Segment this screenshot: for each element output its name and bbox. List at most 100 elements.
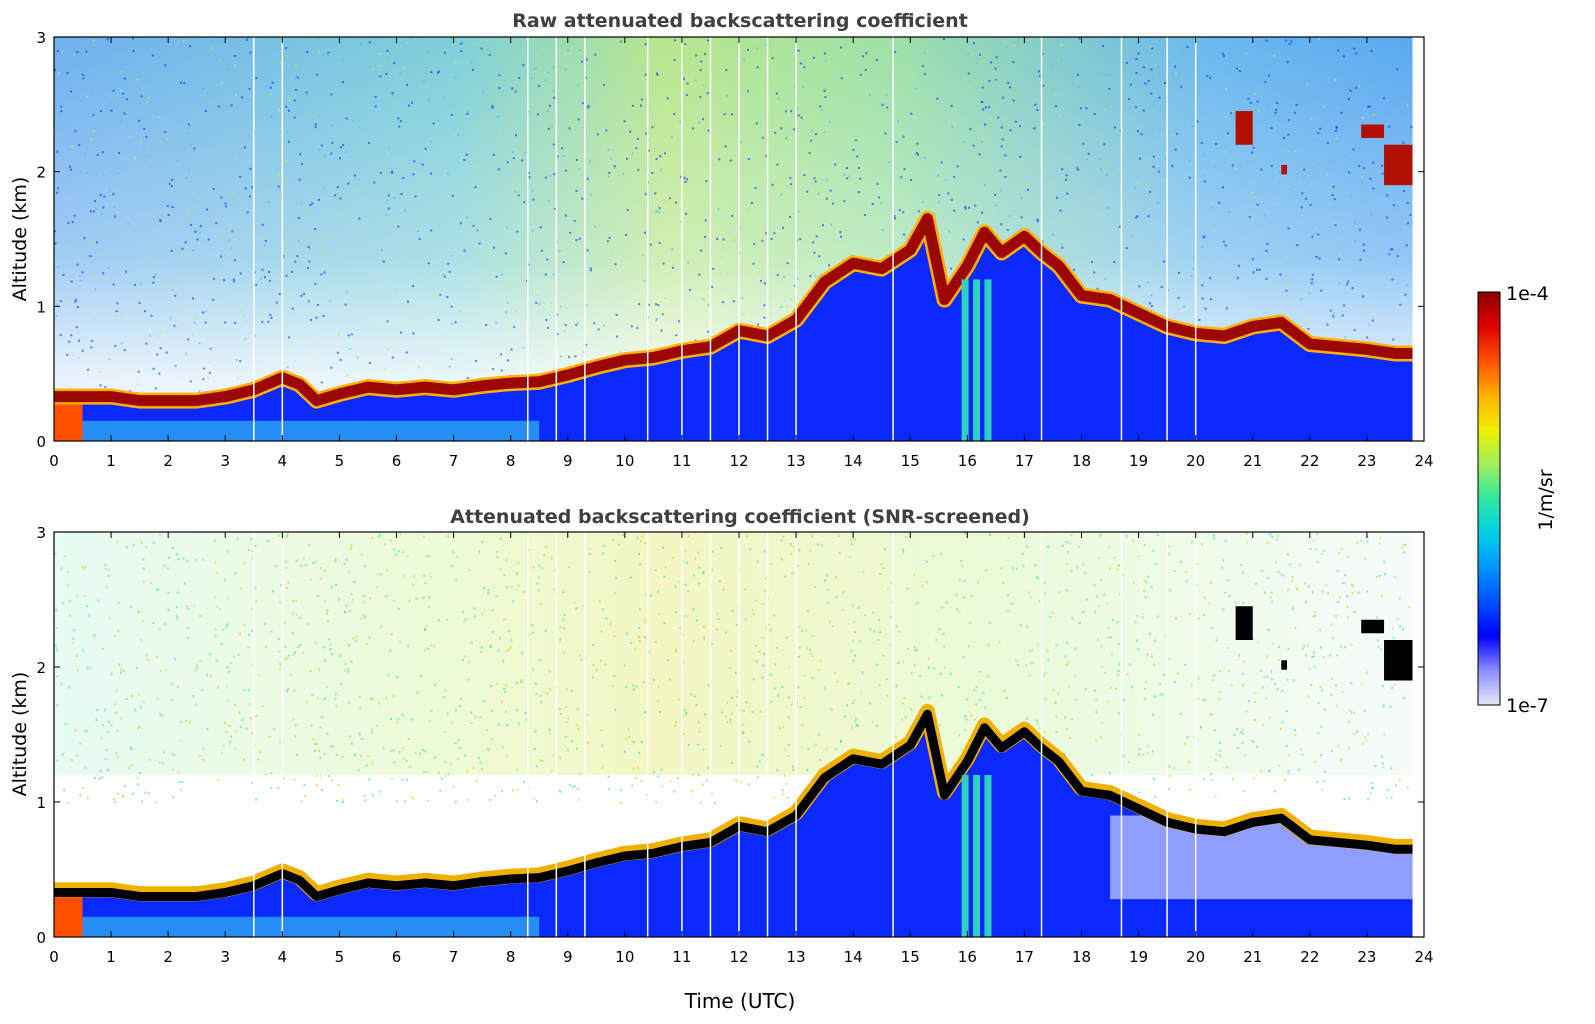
noise-speck <box>988 80 991 83</box>
noise-speck <box>1222 608 1225 611</box>
noise-speck <box>1153 104 1156 107</box>
noise-speck <box>425 625 428 628</box>
noise-speck <box>81 271 84 274</box>
noise-speck <box>688 158 691 161</box>
noise-speck <box>1087 152 1090 155</box>
noise-speck <box>1159 693 1162 696</box>
noise-speck <box>459 705 462 707</box>
noise-speck <box>747 158 750 160</box>
noise-speck <box>189 45 192 48</box>
noise-speck <box>1090 774 1093 777</box>
noise-speck <box>1322 656 1325 658</box>
noise-speck <box>479 761 482 764</box>
noise-speck <box>855 717 858 720</box>
x-tick-label: 17 <box>1015 452 1034 470</box>
noise-speck <box>1211 205 1214 208</box>
x-tick-label: 4 <box>278 452 288 470</box>
noise-speck <box>292 599 294 602</box>
noise-speck <box>1155 270 1158 273</box>
noise-speck <box>116 756 119 758</box>
noise-speck <box>698 273 701 276</box>
noise-speck <box>881 103 884 106</box>
noise-speck <box>1105 173 1108 176</box>
noise-speck <box>606 240 609 243</box>
noise-speck <box>968 645 970 648</box>
noise-speck <box>1356 730 1359 733</box>
noise-speck <box>480 651 482 654</box>
noise-speck <box>548 732 551 735</box>
convective-column <box>973 775 981 937</box>
noise-speck <box>54 69 57 71</box>
noise-speck <box>278 668 281 671</box>
noise-speck <box>322 646 325 649</box>
noise-speck <box>1350 583 1353 586</box>
noise-speck <box>1146 281 1149 284</box>
noise-speck <box>503 691 506 694</box>
noise-speck <box>1218 698 1221 700</box>
noise-speck <box>228 725 231 727</box>
noise-speck <box>1278 646 1280 648</box>
noise-speck <box>1150 586 1153 589</box>
noise-speck <box>448 270 451 273</box>
noise-speck <box>533 797 536 800</box>
noise-speck <box>170 182 173 185</box>
noise-speck <box>1204 596 1206 599</box>
noise-speck <box>546 174 549 177</box>
noise-speck <box>415 187 417 190</box>
noise-speck <box>397 607 400 610</box>
noise-speck <box>517 584 520 587</box>
noise-speck <box>1294 627 1297 630</box>
noise-speck <box>478 550 481 553</box>
noise-speck <box>440 777 443 780</box>
noise-speck <box>106 731 109 734</box>
noise-speck <box>412 173 415 176</box>
y-tick-label: 2 <box>36 659 46 677</box>
noise-speck <box>1300 288 1303 291</box>
noise-speck <box>1253 719 1256 721</box>
noise-speck <box>350 593 353 596</box>
noise-speck <box>536 113 539 116</box>
noise-speck <box>138 301 141 304</box>
noise-speck <box>291 612 294 615</box>
noise-speck <box>261 320 264 323</box>
noise-speck <box>114 711 117 714</box>
x-tick-label: 21 <box>1243 452 1262 470</box>
x-tick-label: 16 <box>958 452 977 470</box>
noise-speck <box>989 118 992 120</box>
noise-speck <box>1337 600 1340 603</box>
noise-speck <box>1247 97 1250 100</box>
noise-speck <box>129 746 132 749</box>
noise-speck <box>536 582 539 585</box>
noise-speck <box>807 563 810 566</box>
noise-speck <box>141 800 143 803</box>
noise-speck <box>840 739 843 742</box>
noise-speck <box>1389 705 1392 708</box>
noise-speck <box>1255 745 1258 748</box>
noise-speck <box>754 186 757 189</box>
noise-speck <box>1275 118 1278 121</box>
noise-speck <box>755 660 758 663</box>
noise-speck <box>559 74 562 77</box>
noise-speck <box>647 149 650 152</box>
noise-speck <box>1251 89 1254 92</box>
noise-speck <box>997 116 1000 119</box>
noise-speck <box>307 246 310 248</box>
noise-speck <box>334 194 337 197</box>
noise-speck <box>785 138 787 141</box>
noise-speck <box>920 695 923 698</box>
noise-speck <box>1310 117 1313 120</box>
noise-speck <box>294 238 297 241</box>
noise-speck <box>520 681 523 684</box>
noise-speck <box>1068 737 1071 739</box>
cloud-patch <box>1384 640 1413 681</box>
noise-speck <box>1173 55 1176 58</box>
noise-speck <box>881 228 884 231</box>
noise-speck <box>587 104 590 107</box>
noise-speck <box>1135 106 1138 109</box>
noise-speck <box>1403 697 1406 700</box>
noise-speck <box>701 783 704 786</box>
noise-speck <box>787 716 790 719</box>
noise-speck <box>167 214 170 216</box>
noise-speck <box>323 271 326 274</box>
noise-speck <box>626 632 629 635</box>
